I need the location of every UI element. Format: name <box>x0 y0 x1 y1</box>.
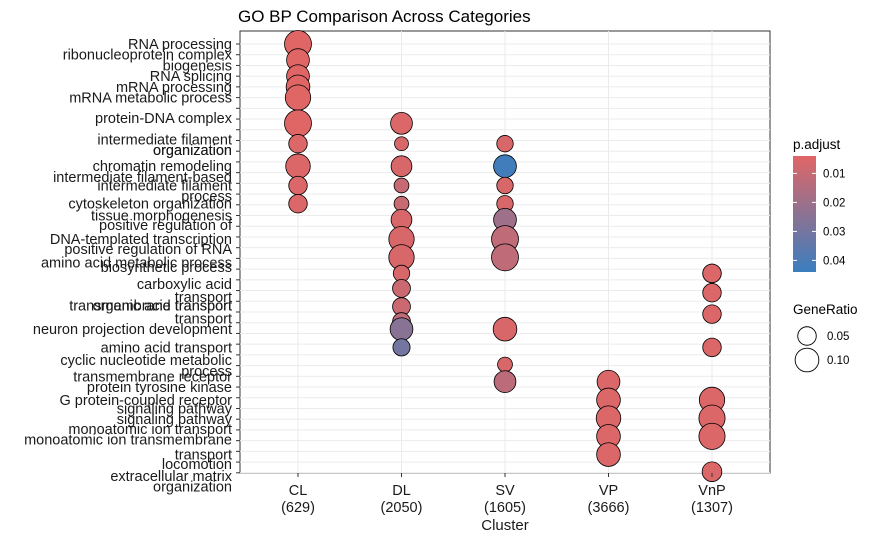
data-point <box>284 84 312 111</box>
size-legend-label: 0.05 <box>827 331 849 343</box>
data-point <box>393 177 410 194</box>
y-axis-label: tissue morphogenesis <box>91 209 232 225</box>
data-point <box>698 422 726 450</box>
x-tick-count: (3666) <box>588 500 630 516</box>
color-legend-label: 0.02 <box>823 197 845 209</box>
x-tick-label: VP <box>599 483 618 499</box>
y-axis-label: organization <box>153 143 232 159</box>
y-axis-label: cyclic nucleotide metabolic <box>60 353 232 369</box>
size-legend-circle <box>797 326 817 346</box>
x-axis-ticks: CL(629) DL(2050) SV(1605) VP(3666) VnP(1307) <box>281 473 733 516</box>
data-points <box>284 30 726 482</box>
x-axis-title: Cluster <box>481 517 529 534</box>
data-point <box>392 338 411 357</box>
y-axis-label: process <box>181 189 232 205</box>
data-point <box>288 175 308 196</box>
y-axis-label: neuron projection development <box>33 322 232 338</box>
size-legend: GeneRatio 0.05 0.10 <box>793 302 858 373</box>
y-axis-label: intermediate filament <box>97 132 232 148</box>
y-axis-label: organic acid transport <box>93 299 232 315</box>
color-legend-label: 0.03 <box>823 226 845 238</box>
data-point <box>701 461 723 482</box>
color-legend-label: 0.01 <box>823 168 845 180</box>
y-axis-label: signaling pathway <box>117 401 233 417</box>
data-point <box>390 155 413 178</box>
y-axis-label: process <box>181 364 232 380</box>
y-axis-label: transmembrane receptor <box>73 369 232 385</box>
data-point <box>496 135 514 153</box>
y-axis-label: amino acid metabolic process <box>41 256 232 272</box>
x-tick-label: CL <box>289 483 308 499</box>
y-axis-label: ribonucleoprotein complex <box>63 48 233 64</box>
y-axis-label: RNA splicing <box>150 69 232 85</box>
y-axis-label: signaling pathway <box>117 412 233 428</box>
y-axis-label: cytoskeleton organization <box>68 197 232 213</box>
data-point <box>394 136 409 152</box>
y-axis-label: positive regulation of <box>99 218 233 234</box>
y-axis-label: organization <box>153 143 232 159</box>
y-axis-label: locomotion <box>162 457 232 473</box>
size-legend-circle <box>794 347 820 373</box>
data-point <box>702 263 722 284</box>
color-legend-bar <box>793 156 816 272</box>
y-axis-label: monoatomic ion transmembrane <box>24 433 232 449</box>
data-point <box>596 442 621 467</box>
data-point <box>393 195 410 212</box>
color-legend-label: 0.04 <box>823 255 846 267</box>
color-legend: p.adjust 0.01 0.02 0.03 0.04 <box>793 137 846 272</box>
chart-title: GO BP Comparison Across Categories <box>238 7 531 26</box>
data-point <box>497 356 513 373</box>
y-axis-label: transport <box>175 448 232 464</box>
y-axis-label: G protein-coupled receptor <box>60 393 233 409</box>
size-legend-title: GeneRatio <box>793 302 858 317</box>
data-point <box>492 316 518 342</box>
y-axis-label: amino acid transport <box>101 340 232 356</box>
data-point <box>288 194 308 214</box>
data-point <box>491 243 519 272</box>
data-point <box>284 109 312 138</box>
y-axis-label: chromatin remodeling <box>93 159 232 175</box>
y-axis-label: transport <box>175 311 232 327</box>
x-tick-label: SV <box>495 483 515 499</box>
y-axis-label: carboxylic acid <box>137 277 232 293</box>
y-axis-label: mRNA metabolic process <box>69 91 232 107</box>
data-point <box>493 370 517 393</box>
y-axis-label: transmembrane transport <box>69 299 232 315</box>
y-axis-label: biosynthetic process <box>101 260 232 276</box>
y-axis-label: intermediate filament <box>97 179 232 195</box>
size-legend-label: 0.10 <box>827 355 849 367</box>
data-point <box>702 283 722 303</box>
y-axis-label: protein tyrosine kinase <box>87 380 232 396</box>
y-axis-label: extracellular matrix <box>110 469 232 485</box>
y-axis-label: organization <box>153 480 232 496</box>
data-point <box>702 304 722 324</box>
data-point <box>496 176 514 195</box>
y-axis-label: DNA-templated transcription <box>50 232 232 248</box>
y-axis-label: mRNA processing <box>116 80 232 96</box>
y-axis-label: RNA processing <box>128 37 232 53</box>
y-axis-label: positive regulation of RNA <box>64 242 232 258</box>
data-point <box>702 337 722 358</box>
y-axis-label: intermediate filament-based <box>53 170 232 186</box>
y-axis-label: biogenesis <box>163 58 232 74</box>
y-axis-label: protein-DNA complex <box>95 111 233 127</box>
data-point <box>493 154 517 179</box>
y-axis-label: transport <box>175 290 232 306</box>
x-tick-count: (1605) <box>484 500 526 516</box>
data-point <box>390 112 413 135</box>
x-tick-label: VnP <box>698 483 725 499</box>
x-tick-count: (1307) <box>691 500 733 516</box>
data-point <box>389 317 414 341</box>
x-tick-label: DL <box>392 483 411 499</box>
data-point <box>285 153 311 179</box>
data-point <box>392 279 411 298</box>
y-axis-label: monoatomic ion transport <box>68 422 232 438</box>
x-tick-count: (629) <box>281 500 315 516</box>
x-tick-count: (2050) <box>381 500 423 516</box>
data-point <box>288 134 308 154</box>
color-legend-title: p.adjust <box>793 137 841 152</box>
